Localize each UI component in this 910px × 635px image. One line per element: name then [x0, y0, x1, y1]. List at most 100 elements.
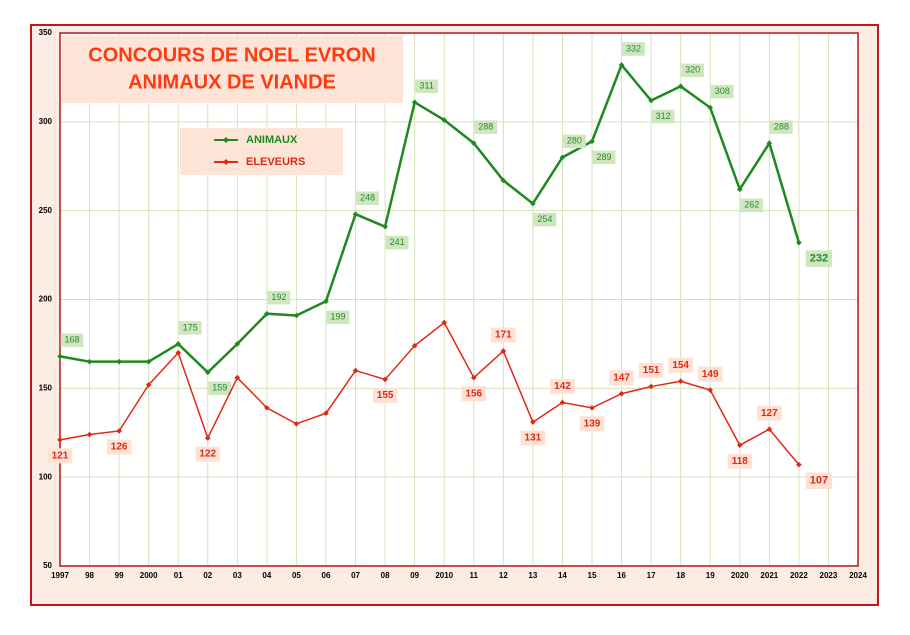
data-label-box — [208, 381, 232, 396]
data-label: 168 — [64, 335, 79, 345]
data-point — [234, 341, 241, 347]
title-box — [62, 36, 403, 103]
data-label-box — [710, 84, 734, 99]
data-point — [766, 426, 773, 432]
data-label-box — [491, 327, 516, 343]
data-label-box — [550, 379, 575, 395]
data-label: 232 — [810, 253, 828, 265]
data-point — [293, 312, 300, 319]
data-point — [145, 358, 152, 365]
x-tick-label: 2024 — [849, 571, 867, 580]
data-label: 280 — [567, 136, 582, 146]
series-line — [59, 62, 801, 375]
data-point — [382, 223, 388, 230]
data-point — [352, 367, 359, 374]
x-tick-label: 98 — [85, 571, 94, 580]
x-tick-label: 19 — [706, 571, 715, 580]
x-tick-label: 13 — [528, 571, 537, 580]
y-tick-label: 300 — [39, 117, 53, 126]
data-label: 126 — [111, 442, 128, 453]
y-tick-label: 150 — [39, 383, 53, 392]
data-label: 171 — [495, 330, 512, 341]
data-point — [116, 358, 122, 365]
data-label: 107 — [810, 475, 828, 487]
data-label-box — [668, 357, 693, 373]
data-label: 254 — [537, 214, 552, 224]
legend-marker — [223, 137, 229, 143]
x-tick-label: 02 — [203, 571, 212, 580]
data-label-box — [757, 405, 782, 421]
plot-border — [59, 32, 859, 567]
chart-subtitle: ANIMAUX DE VIANDE — [128, 71, 336, 93]
data-label: 288 — [478, 122, 493, 132]
data-label: 149 — [702, 369, 719, 380]
data-label-box — [106, 439, 132, 455]
data-point — [175, 350, 182, 356]
data-point — [530, 200, 536, 207]
x-tick-label: 18 — [676, 571, 685, 580]
data-point — [293, 421, 300, 427]
x-tick-label: 17 — [647, 571, 656, 580]
x-tick-label: 15 — [588, 571, 597, 580]
data-point — [264, 405, 270, 411]
data-label-box — [195, 446, 221, 462]
legend-box — [180, 128, 343, 175]
x-tick-label: 09 — [410, 571, 419, 580]
data-label: 131 — [525, 433, 542, 444]
data-point — [500, 348, 507, 354]
x-tick-label: 2000 — [140, 571, 158, 580]
data-point — [470, 374, 477, 381]
data-label: 127 — [761, 408, 778, 419]
data-point — [796, 239, 802, 246]
series-line — [59, 321, 800, 466]
data-point — [736, 442, 743, 448]
data-point — [796, 461, 802, 468]
legend-label: ANIMAUX — [246, 134, 298, 146]
data-point — [707, 104, 714, 111]
data-point — [382, 376, 388, 383]
data-label-box — [178, 321, 202, 335]
data-label-box — [563, 134, 586, 149]
data-label-box — [415, 79, 439, 94]
data-point — [441, 117, 448, 123]
data-point — [411, 342, 418, 349]
data-point — [441, 319, 448, 326]
x-tick-label: 2023 — [820, 571, 838, 580]
data-label-box — [651, 109, 675, 124]
data-label-box — [474, 120, 498, 134]
data-label: 122 — [199, 449, 216, 460]
x-tick-label: 16 — [617, 571, 626, 580]
y-tick-label: 100 — [39, 472, 53, 481]
x-tick-label: 03 — [233, 571, 242, 580]
x-tick-label: 05 — [292, 571, 301, 580]
data-label: 147 — [613, 372, 630, 383]
data-label-box — [740, 198, 764, 213]
data-point — [234, 374, 241, 381]
x-tick-label: 2010 — [435, 571, 453, 580]
y-tick-label: 50 — [43, 561, 52, 570]
x-tick-label: 99 — [115, 571, 124, 580]
data-label: 121 — [52, 450, 69, 461]
x-tick-label: 1997 — [51, 571, 69, 580]
data-point — [500, 177, 507, 184]
data-point — [116, 428, 122, 434]
data-label-box — [579, 416, 605, 432]
data-label-box — [47, 448, 73, 464]
data-label-box — [520, 430, 546, 446]
y-tick-label: 350 — [39, 28, 53, 37]
x-tick-label: 2021 — [760, 571, 778, 580]
data-point — [589, 405, 595, 411]
data-label: 142 — [554, 381, 571, 392]
data-label: 320 — [685, 65, 700, 75]
data-label: 159 — [212, 383, 227, 393]
data-point — [57, 353, 63, 360]
x-tick-label: 14 — [558, 571, 567, 580]
data-point — [648, 383, 654, 390]
data-point — [204, 369, 211, 376]
data-point — [707, 387, 714, 393]
data-label-box — [533, 212, 557, 227]
data-point — [352, 211, 359, 218]
data-label: 289 — [596, 152, 611, 162]
data-label: 312 — [656, 111, 671, 121]
